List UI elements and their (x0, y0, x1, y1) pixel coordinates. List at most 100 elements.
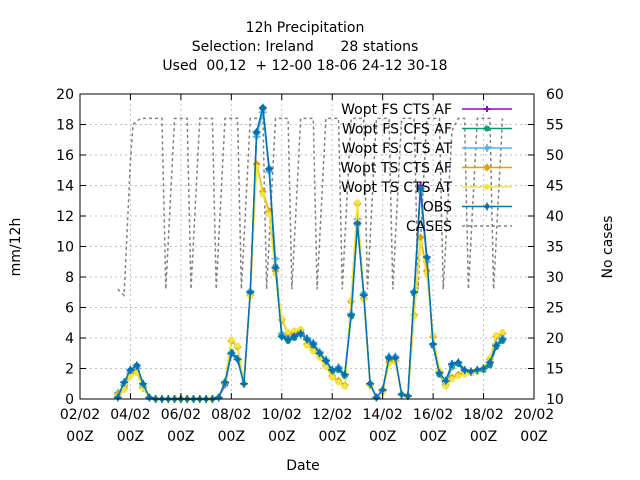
legend-label: Wopt FS CTS AF (341, 102, 452, 118)
x-tick-label-hour: 00Z (268, 429, 295, 445)
grid-lines (80, 94, 534, 399)
data-point (416, 184, 425, 193)
data-point (391, 353, 400, 362)
data-point (492, 341, 501, 350)
x-tick-label-hour: 00Z (419, 429, 446, 445)
y-tick-label: 14 (56, 179, 74, 195)
x-tick-label-hour: 00Z (66, 429, 93, 445)
y-tick-label: 4 (65, 331, 74, 347)
data-point (139, 379, 148, 388)
x-tick-label-date: 20/02 (514, 407, 554, 423)
data-point (316, 354, 323, 361)
data-point (455, 373, 462, 380)
x-tick-label-hour: 00Z (218, 429, 245, 445)
data-point (310, 348, 317, 355)
data-point (246, 288, 255, 297)
data-point (266, 211, 273, 218)
y2-tick-label: 20 (546, 331, 564, 347)
data-point (297, 325, 304, 332)
y2-tick-label: 60 (546, 87, 564, 103)
data-point (448, 359, 457, 368)
data-point (416, 233, 425, 242)
y-tick-label: 8 (65, 270, 74, 286)
y2-tick-label: 50 (546, 148, 564, 164)
y2-tick-label: 15 (546, 362, 564, 378)
data-point (228, 336, 235, 343)
x-axis-label: Date (286, 458, 319, 474)
y2-tick-label: 25 (546, 301, 564, 317)
data-point (334, 364, 343, 373)
data-point (498, 335, 507, 344)
data-point (277, 332, 286, 341)
data-point (417, 240, 424, 247)
y-tick-label: 10 (56, 240, 74, 256)
data-point (233, 355, 242, 364)
data-point (258, 103, 267, 112)
y2-tick-label: 45 (546, 179, 564, 195)
data-point (214, 393, 223, 402)
legend-marker (483, 163, 491, 172)
chart-subtitle-2: Used 00,12 + 12-00 18-06 24-12 30-18 (162, 58, 447, 74)
x-tick-label-hour: 00Z (117, 429, 144, 445)
data-point (366, 379, 375, 388)
data-point (461, 371, 468, 378)
y-axis-label: mm/12h (8, 218, 24, 277)
data-point (435, 369, 444, 378)
data-point (410, 288, 419, 297)
x-tick-label-date: 14/02 (362, 407, 402, 423)
legend-label: Wopt FS CTS AT (342, 141, 453, 157)
data-point (397, 390, 406, 399)
data-point (328, 366, 337, 375)
data-point (322, 363, 329, 370)
data-point (466, 367, 475, 376)
legend-marker (484, 106, 490, 112)
y2-tick-label: 10 (546, 392, 564, 408)
x-tick-label-hour: 00Z (470, 429, 497, 445)
data-point (429, 340, 438, 349)
legend-label: Wopt FS CFS AF (342, 122, 452, 138)
x-tick-label-date: 12/02 (312, 407, 352, 423)
data-point (348, 296, 355, 303)
y2-tick-label: 55 (546, 118, 564, 134)
data-point (290, 332, 299, 341)
x-tick-label-hour: 00Z (520, 429, 547, 445)
y2-tick-label: 35 (546, 240, 564, 256)
data-point (347, 311, 356, 320)
data-point (315, 349, 324, 358)
data-point (132, 361, 141, 370)
data-point (145, 393, 154, 402)
data-point (479, 364, 488, 373)
data-point (239, 379, 248, 388)
data-point (121, 386, 128, 393)
y2-tick-label: 30 (546, 270, 564, 286)
cases-line (117, 117, 504, 297)
data-point (259, 191, 266, 198)
data-point (309, 340, 318, 349)
y-tick-label: 16 (56, 148, 74, 164)
data-point (378, 385, 387, 394)
x-tick-label-date: 10/02 (262, 407, 302, 423)
data-point (473, 366, 482, 375)
y2-axis-label: No cases (600, 216, 616, 279)
y-tick-label: 0 (65, 392, 74, 408)
legend-label: OBS (423, 200, 452, 216)
data-point (442, 383, 449, 390)
data-point (252, 128, 261, 137)
x-tick-label-date: 06/02 (161, 407, 201, 423)
chart-subtitle: Selection: Ireland 28 stations (192, 39, 419, 55)
precipitation-series (113, 103, 507, 403)
data-point (120, 378, 129, 387)
data-point (335, 379, 342, 386)
y-tick-label: 18 (56, 118, 74, 134)
data-point (354, 199, 361, 206)
data-point (340, 370, 349, 379)
axis-ticks: 0 2 4 6 8 10 12 14 16 18 20 10 15 20 25 30 35 40 45 50 55 60 0… (56, 87, 564, 445)
y-tick-label: 20 (56, 87, 74, 103)
data-point (499, 328, 506, 335)
data-point (227, 349, 236, 358)
legend-marker (484, 184, 490, 190)
data-point (304, 342, 310, 349)
data-point (271, 263, 280, 272)
data-point (353, 219, 362, 228)
data-point (460, 366, 469, 375)
